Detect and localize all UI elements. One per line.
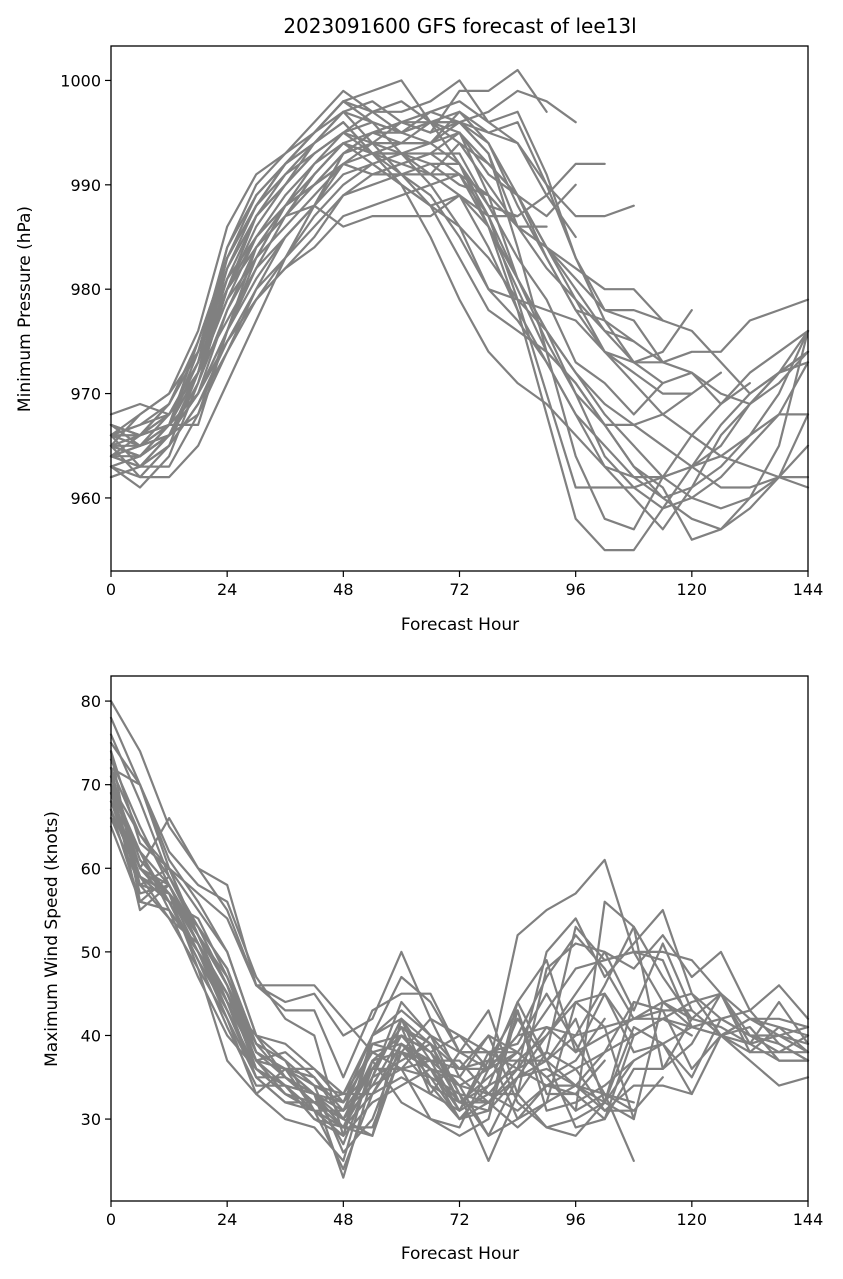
pressure-plot-area: 0 24 48 72 96 120 144 960 970 980 990 1000 xyxy=(60,45,824,599)
wind-panel: 0 24 48 72 96 120 144 30 40 50 60 70 80 Forecast Hou… xyxy=(42,675,824,1264)
wind-y-tick-label: 30 xyxy=(81,1110,101,1129)
pressure-x-tick-label: 96 xyxy=(565,580,585,599)
wind-plot-area: 0 24 48 72 96 120 144 30 40 50 60 70 80 xyxy=(81,675,824,1229)
wind-axes-frame xyxy=(110,675,809,1202)
pressure-series-line-29 xyxy=(109,110,810,489)
pressure-series-line-11 xyxy=(109,121,693,437)
pressure-y-tick-label: 1000 xyxy=(60,71,101,90)
wind-x-tick-label: 72 xyxy=(449,1210,469,1229)
wind-x-tick-label: 24 xyxy=(217,1210,237,1229)
wind-series-line-26 xyxy=(109,783,693,1121)
pressure-x-tick-label: 120 xyxy=(677,580,708,599)
wind-series-line-21 xyxy=(109,775,693,1137)
pressure-y-tick-label: 990 xyxy=(70,176,101,195)
pressure-x-tick-label: 0 xyxy=(106,580,116,599)
pressure-series-line-28 xyxy=(109,121,664,447)
pressure-series-line-3 xyxy=(109,121,577,489)
wind-y-tick-label: 60 xyxy=(81,859,101,878)
wind-series-line-29 xyxy=(109,775,635,1121)
wind-x-tick-label: 96 xyxy=(565,1210,585,1229)
pressure-series-line-24 xyxy=(109,173,810,458)
pressure-y-axis-label: Minimum Pressure (hPa) xyxy=(15,206,35,412)
wind-series-line-23 xyxy=(109,791,606,1112)
wind-x-tick-label: 120 xyxy=(677,1210,708,1229)
pressure-series-line-9 xyxy=(109,121,693,447)
wind-x-tick-label: 48 xyxy=(333,1210,353,1229)
wind-x-axis-label: Forecast Hour xyxy=(401,1244,519,1264)
pressure-y-tick-label: 960 xyxy=(70,489,101,508)
wind-series-line-27 xyxy=(109,750,664,1104)
pressure-x-tick-label: 48 xyxy=(333,580,353,599)
pressure-panel: 2023091600 GFS forecast of lee13l 0 24 48 7… xyxy=(15,14,823,635)
pressure-x-axis-label: Forecast Hour xyxy=(401,615,519,635)
pressure-series-line-25 xyxy=(109,142,810,468)
wind-series-line-30 xyxy=(109,825,664,1129)
wind-series-line-16 xyxy=(109,775,693,1137)
pressure-series-line-8 xyxy=(109,121,664,458)
pressure-y-tick-label: 980 xyxy=(70,280,101,299)
pressure-x-tick-label: 144 xyxy=(793,580,824,599)
wind-series-line-3 xyxy=(109,783,810,1096)
pressure-x-tick-label: 72 xyxy=(449,580,469,599)
chart-title: 2023091600 GFS forecast of lee13l xyxy=(283,14,636,38)
pressure-series-line-31 xyxy=(109,121,548,437)
wind-series-line-6 xyxy=(109,816,810,1121)
wind-y-axis-label: Maximum Wind Speed (knots) xyxy=(42,811,62,1067)
wind-y-tick-label: 70 xyxy=(81,776,101,795)
pressure-series-line-20 xyxy=(109,162,810,552)
wind-y-tick-label: 40 xyxy=(81,1026,101,1045)
pressure-y-tick-label: 970 xyxy=(70,385,101,404)
wind-y-tick-label: 80 xyxy=(81,692,101,711)
wind-x-tick-label: 144 xyxy=(793,1210,824,1229)
pressure-series-line-30 xyxy=(109,79,577,447)
wind-x-tick-label: 0 xyxy=(106,1210,116,1229)
wind-series-line-7 xyxy=(109,716,810,1121)
pressure-x-tick-label: 24 xyxy=(217,580,237,599)
wind-y-tick-label: 50 xyxy=(81,943,101,962)
